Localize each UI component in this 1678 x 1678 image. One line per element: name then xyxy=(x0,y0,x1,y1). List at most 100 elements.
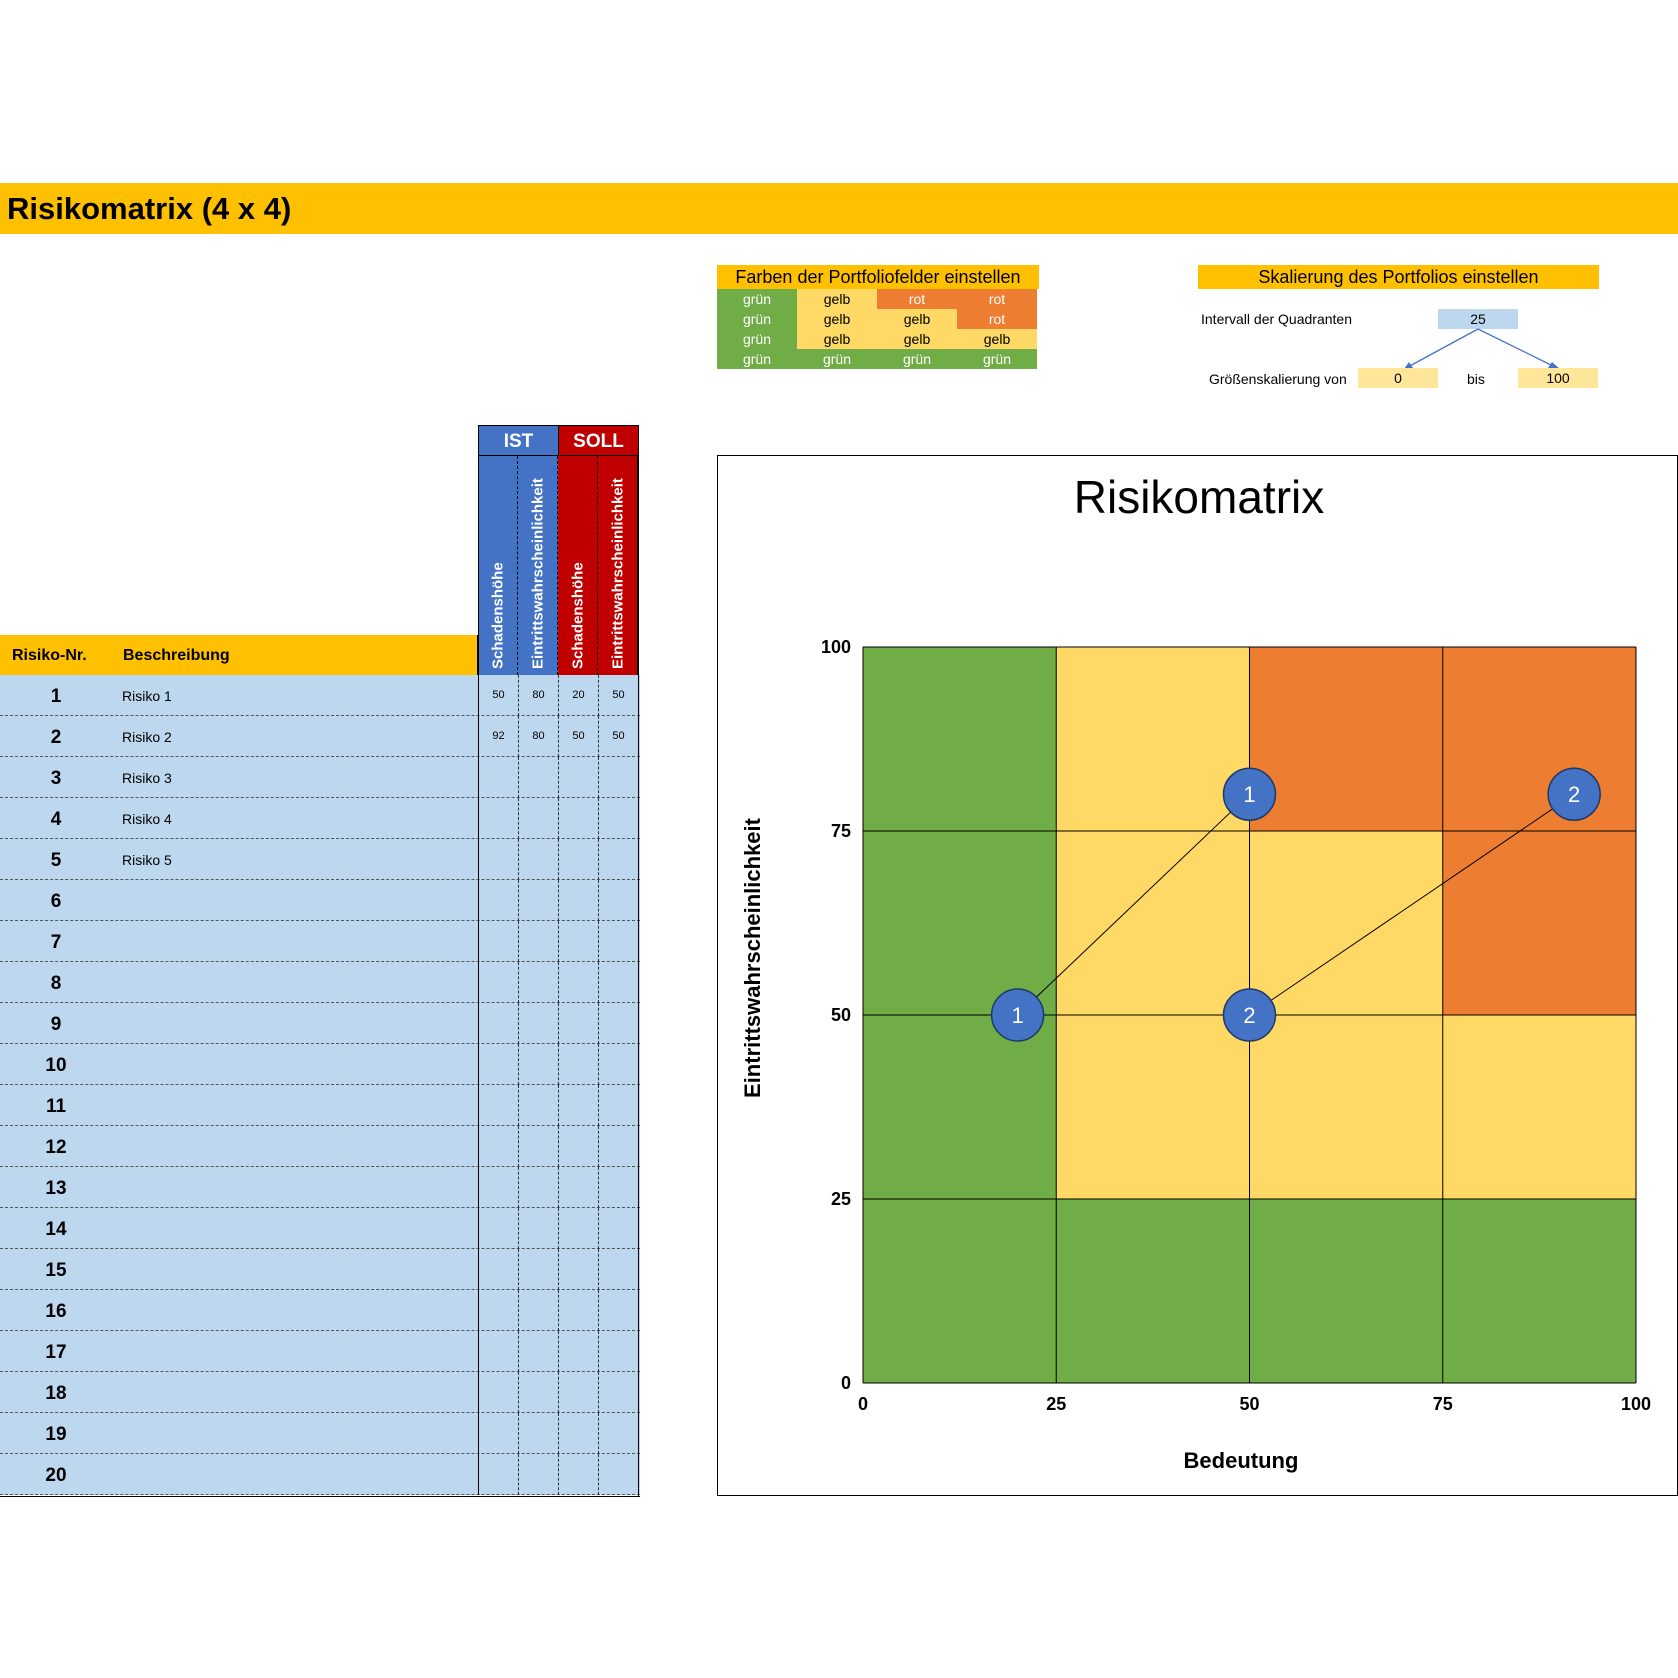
value-cell-ist-s[interactable] xyxy=(478,921,518,962)
marker-soll-2[interactable]: 2 xyxy=(1222,988,1277,1042)
value-cell-ist-s[interactable] xyxy=(478,1372,518,1413)
table-row[interactable]: 14 xyxy=(0,1208,640,1249)
value-cell-soll-e[interactable]: 50 xyxy=(598,675,638,716)
risk-description[interactable]: Risiko 5 xyxy=(122,852,172,868)
table-row[interactable]: 15 xyxy=(0,1249,640,1290)
value-cell-soll-e[interactable] xyxy=(598,1003,638,1044)
value-cell-soll-s[interactable]: 50 xyxy=(558,716,598,757)
color-cell[interactable]: gelb xyxy=(797,309,877,329)
color-cell[interactable]: grün xyxy=(797,349,877,369)
value-cell-ist-e[interactable] xyxy=(518,1413,558,1454)
value-cell-soll-e[interactable] xyxy=(598,1249,638,1290)
value-cell-ist-e[interactable] xyxy=(518,1085,558,1126)
value-cell-soll-e[interactable] xyxy=(598,962,638,1003)
color-cell[interactable]: rot xyxy=(957,289,1037,309)
value-cell-soll-s[interactable] xyxy=(558,1085,598,1126)
color-cell[interactable]: gelb xyxy=(877,309,957,329)
value-cell-ist-s[interactable] xyxy=(478,1331,518,1372)
color-cell[interactable]: gelb xyxy=(957,329,1037,349)
value-cell-ist-e[interactable] xyxy=(518,1290,558,1331)
value-cell-ist-e[interactable] xyxy=(518,1372,558,1413)
value-cell-soll-s[interactable] xyxy=(558,1372,598,1413)
value-cell-ist-e[interactable] xyxy=(518,921,558,962)
value-cell-soll-e[interactable] xyxy=(598,1167,638,1208)
value-cell-ist-s[interactable] xyxy=(478,1413,518,1454)
color-cell[interactable]: gelb xyxy=(797,329,877,349)
table-row[interactable]: 20 xyxy=(0,1454,640,1495)
value-cell-soll-s[interactable] xyxy=(558,921,598,962)
value-cell-soll-s[interactable] xyxy=(558,1413,598,1454)
value-cell-soll-e[interactable] xyxy=(598,1372,638,1413)
interval-input[interactable]: 25 xyxy=(1438,309,1518,329)
value-cell-ist-s[interactable] xyxy=(478,1044,518,1085)
color-cell[interactable]: grün xyxy=(717,329,797,349)
value-cell-ist-s[interactable] xyxy=(478,1208,518,1249)
table-row[interactable]: 5 Risiko 5 xyxy=(0,839,640,880)
value-cell-ist-s[interactable] xyxy=(478,1290,518,1331)
table-row[interactable]: 19 xyxy=(0,1413,640,1454)
value-cell-ist-e[interactable] xyxy=(518,1454,558,1495)
value-cell-soll-e[interactable] xyxy=(598,1413,638,1454)
value-cell-ist-s[interactable] xyxy=(478,880,518,921)
value-cell-soll-e[interactable] xyxy=(598,1331,638,1372)
table-row[interactable]: 2 Risiko 2 92 80 50 50 xyxy=(0,716,640,757)
value-cell-soll-s[interactable] xyxy=(558,1126,598,1167)
table-row[interactable]: 7 xyxy=(0,921,640,962)
value-cell-ist-e[interactable] xyxy=(518,1331,558,1372)
value-cell-soll-e[interactable] xyxy=(598,1290,638,1331)
value-cell-ist-e[interactable] xyxy=(518,1249,558,1290)
size-to-input[interactable]: 100 xyxy=(1518,368,1598,388)
color-cell[interactable]: gelb xyxy=(877,329,957,349)
value-cell-soll-e[interactable] xyxy=(598,798,638,839)
table-row[interactable]: 11 xyxy=(0,1085,640,1126)
value-cell-soll-s[interactable] xyxy=(558,1290,598,1331)
color-cell[interactable]: grün xyxy=(717,309,797,329)
value-cell-soll-s[interactable] xyxy=(558,839,598,880)
value-cell-ist-e[interactable] xyxy=(518,1044,558,1085)
risk-description[interactable]: Risiko 3 xyxy=(122,770,172,786)
table-row[interactable]: 10 xyxy=(0,1044,640,1085)
value-cell-soll-s[interactable] xyxy=(558,757,598,798)
value-cell-ist-e[interactable] xyxy=(518,1003,558,1044)
value-cell-soll-s[interactable] xyxy=(558,1331,598,1372)
value-cell-soll-e[interactable]: 50 xyxy=(598,716,638,757)
table-row[interactable]: 17 xyxy=(0,1331,640,1372)
value-cell-soll-s[interactable] xyxy=(558,1167,598,1208)
value-cell-ist-e[interactable] xyxy=(518,798,558,839)
risk-description[interactable]: Risiko 2 xyxy=(122,729,172,745)
marker-soll-1[interactable]: 1 xyxy=(990,988,1045,1042)
value-cell-soll-s[interactable] xyxy=(558,1454,598,1495)
value-cell-ist-e[interactable] xyxy=(518,880,558,921)
table-row[interactable]: 18 xyxy=(0,1372,640,1413)
value-cell-ist-s[interactable] xyxy=(478,1003,518,1044)
color-cell[interactable]: gelb xyxy=(797,289,877,309)
value-cell-ist-e[interactable] xyxy=(518,757,558,798)
value-cell-soll-e[interactable] xyxy=(598,1085,638,1126)
table-row[interactable]: 12 xyxy=(0,1126,640,1167)
table-row[interactable]: 16 xyxy=(0,1290,640,1331)
value-cell-soll-e[interactable] xyxy=(598,1044,638,1085)
risk-description[interactable]: Risiko 1 xyxy=(122,688,172,704)
value-cell-ist-e[interactable] xyxy=(518,839,558,880)
value-cell-ist-e[interactable] xyxy=(518,1167,558,1208)
value-cell-soll-e[interactable] xyxy=(598,757,638,798)
marker-ist-2[interactable]: 2 xyxy=(1547,767,1601,821)
color-cell[interactable]: grün xyxy=(717,349,797,369)
table-row[interactable]: 4 Risiko 4 xyxy=(0,798,640,839)
value-cell-ist-s[interactable] xyxy=(478,839,518,880)
value-cell-ist-s[interactable] xyxy=(478,1454,518,1495)
value-cell-ist-s[interactable] xyxy=(478,798,518,839)
table-row[interactable]: 6 xyxy=(0,880,640,921)
value-cell-ist-s[interactable] xyxy=(478,1126,518,1167)
value-cell-soll-e[interactable] xyxy=(598,1126,638,1167)
table-row[interactable]: 8 xyxy=(0,962,640,1003)
color-cell[interactable]: grün xyxy=(877,349,957,369)
value-cell-ist-e[interactable] xyxy=(518,1208,558,1249)
value-cell-ist-s[interactable]: 92 xyxy=(478,716,518,757)
value-cell-ist-s[interactable] xyxy=(478,1167,518,1208)
size-from-input[interactable]: 0 xyxy=(1358,368,1438,388)
color-cell[interactable]: grün xyxy=(717,289,797,309)
table-row[interactable]: 9 xyxy=(0,1003,640,1044)
value-cell-ist-s[interactable] xyxy=(478,757,518,798)
value-cell-ist-e[interactable]: 80 xyxy=(518,716,558,757)
